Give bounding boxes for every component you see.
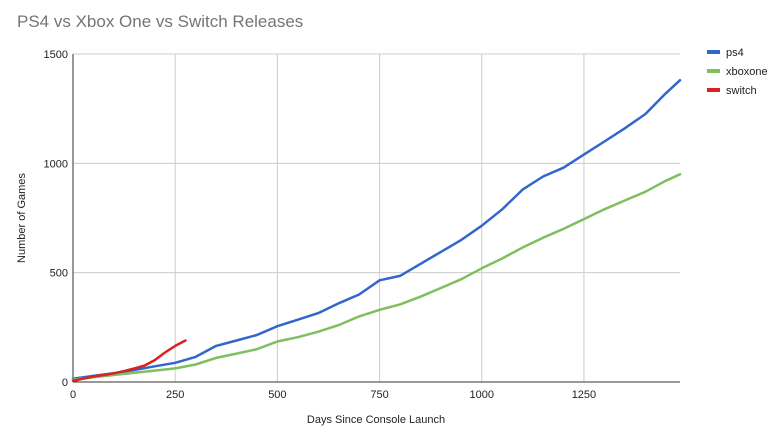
x-axis-label: Days Since Console Launch [307, 414, 445, 426]
y-tick-label: 0 [62, 377, 68, 389]
x-tick-label: 250 [166, 389, 184, 401]
x-tick-label: 1000 [470, 389, 494, 401]
legend-item-switch[interactable]: switch [707, 85, 757, 97]
legend-label-switch: switch [726, 85, 757, 97]
y-tick-label: 1000 [44, 158, 68, 170]
axes [72, 54, 680, 383]
chart-title: PS4 vs Xbox One vs Switch Releases [17, 12, 303, 31]
x-axis-ticks: 0 250 500 750 1000 1250 [70, 389, 596, 401]
x-tick-label: 0 [70, 389, 76, 401]
legend[interactable]: ps4 xboxone switch [707, 47, 768, 97]
legend-label-ps4: ps4 [726, 47, 744, 59]
series-line-xboxone [71, 173, 682, 382]
x-tick-label: 1250 [572, 389, 596, 401]
y-tick-label: 500 [50, 268, 68, 280]
x-tick-label: 500 [268, 389, 286, 401]
y-tick-label: 1500 [44, 49, 68, 61]
legend-item-xboxone[interactable]: xboxone [707, 66, 768, 78]
y-axis-ticks: 0 500 1000 1500 [44, 49, 68, 389]
series-line-ps4 [71, 78, 682, 380]
series-line-switch [71, 339, 187, 383]
series-lines [71, 78, 682, 383]
y-axis-label: Number of Games [16, 173, 28, 263]
legend-label-xboxone: xboxone [726, 66, 768, 78]
legend-item-ps4[interactable]: ps4 [707, 47, 744, 59]
x-tick-label: 750 [370, 389, 388, 401]
gridlines [73, 53, 680, 382]
